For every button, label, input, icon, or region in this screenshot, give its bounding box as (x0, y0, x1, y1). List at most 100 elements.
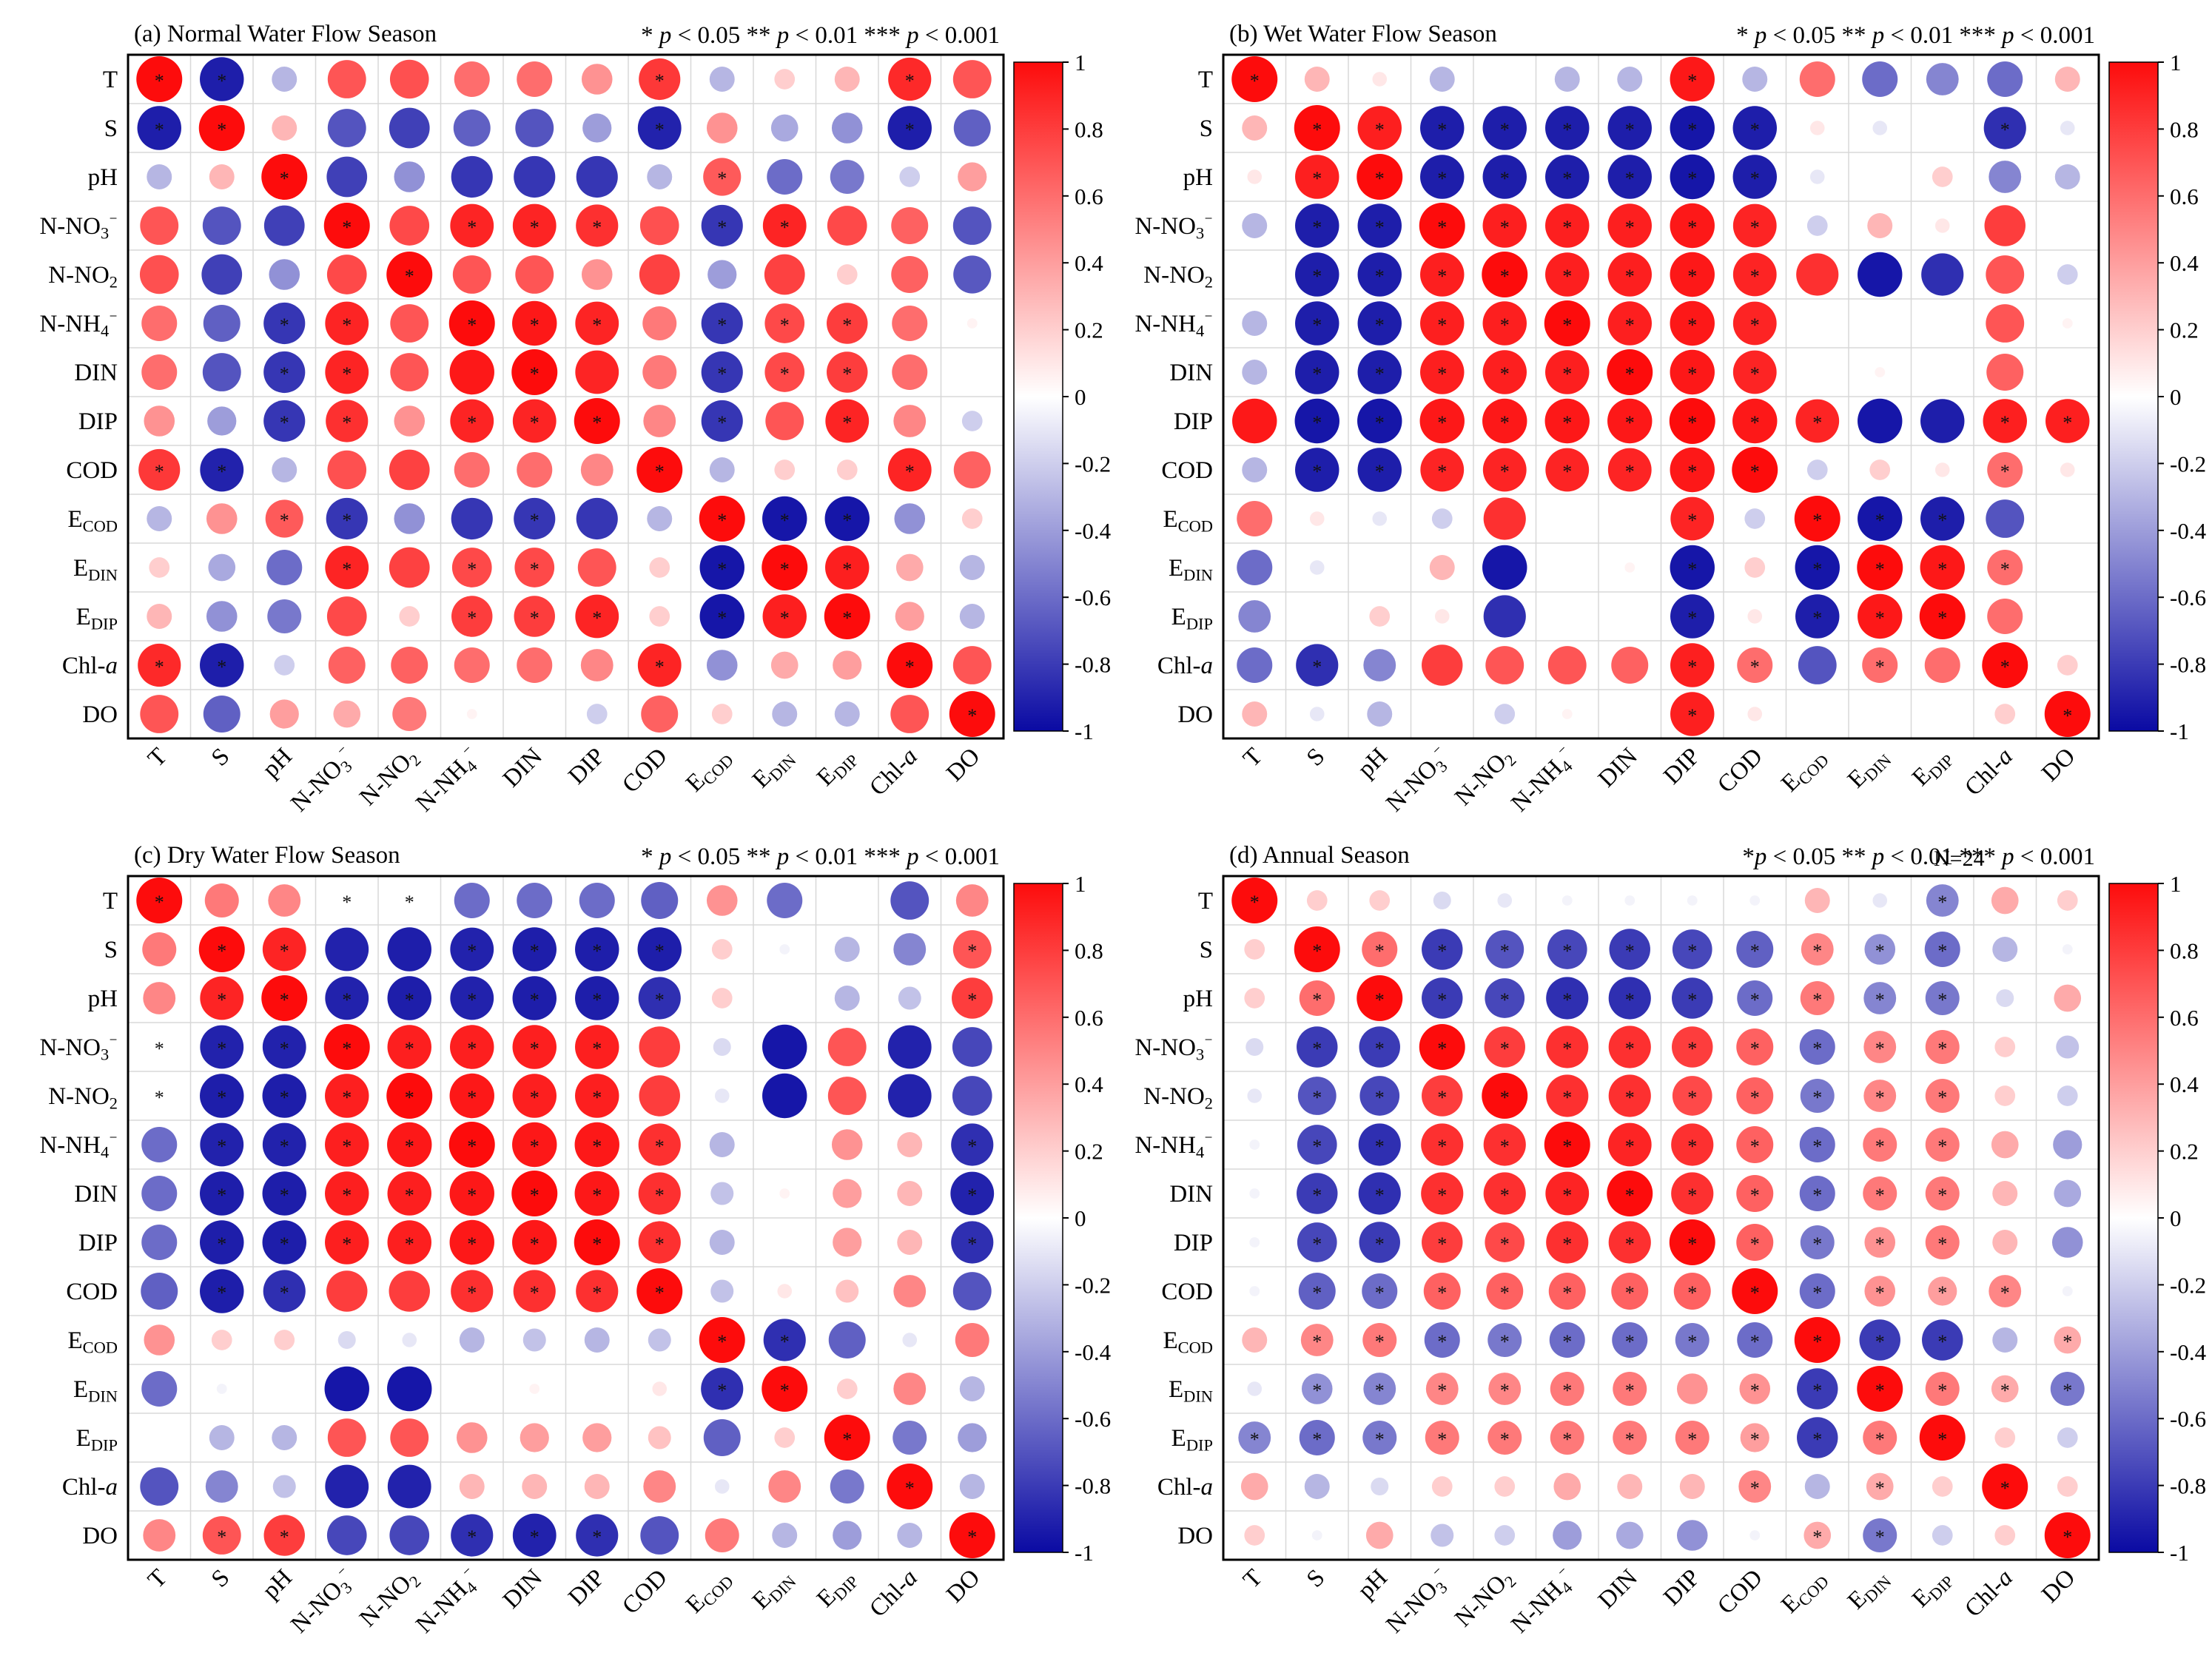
correlation-circle (2054, 164, 2080, 189)
correlation-circle (1737, 647, 1773, 684)
significance-marker: * (1750, 1331, 1760, 1353)
correlation-circle (1924, 931, 1960, 968)
panel-title: (b) Wet Water Flow Season (1229, 21, 1497, 47)
correlation-circle (1670, 56, 1715, 102)
correlation-circle (1799, 1126, 1835, 1163)
significance-marker: * (1812, 510, 1822, 531)
significance-marker: * (1875, 1282, 1885, 1304)
correlation-circle (768, 1470, 801, 1503)
correlation-circle (200, 643, 244, 687)
correlation-circle (1798, 646, 1837, 684)
correlation-circle (204, 883, 239, 918)
correlation-circle (1544, 1122, 1590, 1168)
correlation-circle (639, 1075, 680, 1117)
row-label: EDIP (76, 1425, 118, 1455)
correlation-circle (774, 459, 796, 480)
correlation-circle (1795, 399, 1840, 443)
significance-marker: * (1750, 119, 1760, 141)
correlation-circle (387, 927, 431, 972)
correlation-circle (703, 1419, 741, 1456)
colorbar-tick-label: 1 (2170, 50, 2182, 75)
significance-marker: * (842, 510, 852, 531)
row-label: EDIN (1169, 555, 1213, 585)
correlation-circle (141, 305, 178, 342)
significance-marker: * (1687, 510, 1697, 531)
correlation-circle (1747, 707, 1763, 721)
significance-marker: * (217, 119, 226, 141)
colorbar-tick-label: 0.2 (2170, 317, 2199, 343)
correlation-circle (1420, 350, 1465, 394)
correlation-circle (959, 555, 985, 580)
correlation-circle (1795, 545, 1840, 590)
significance-marker: * (780, 559, 790, 580)
significance-marker: * (1750, 940, 1760, 962)
significance-marker: * (467, 1087, 477, 1108)
correlation-circle (1554, 67, 1580, 92)
correlation-circle (327, 109, 366, 147)
significance-marker: * (655, 656, 665, 678)
correlation-circle (1863, 1518, 1897, 1552)
significance-marker: * (1437, 168, 1447, 189)
significance-marker: * (1625, 1136, 1635, 1157)
correlation-circle (387, 1171, 431, 1216)
correlation-circle (772, 1523, 798, 1548)
significance-marker: * (842, 1429, 852, 1450)
correlation-circle (1797, 1368, 1838, 1410)
correlation-circle (576, 204, 619, 247)
correlation-circle (394, 405, 426, 437)
column-label: DIN (498, 1564, 548, 1614)
correlation-circle (1919, 593, 1966, 639)
colorbar-tick-label: -0.8 (1075, 1473, 1111, 1499)
correlation-circle (1994, 1525, 2016, 1546)
correlation-circle (1919, 1415, 1966, 1461)
significance-marker: * (1625, 119, 1635, 141)
correlation-circle (1732, 106, 1777, 150)
correlation-circle (511, 1171, 558, 1216)
correlation-circle (272, 1425, 297, 1450)
significance-marker: * (1812, 1380, 1822, 1401)
significance-marker: * (405, 1233, 414, 1255)
significance-marker: * (1500, 1429, 1510, 1450)
correlation-circle (1242, 457, 1268, 482)
significance-marker: * (1937, 892, 1947, 913)
significance-marker: * (1437, 266, 1447, 287)
significance-marker: * (1812, 412, 1822, 434)
correlation-circle (327, 60, 366, 98)
correlation-circle (953, 255, 992, 294)
correlation-circle (834, 701, 860, 727)
column-label: T (143, 743, 172, 772)
significance-marker: * (217, 70, 226, 92)
correlation-circle (709, 67, 735, 92)
colorbar-tick-label: -0.2 (1075, 1272, 1111, 1298)
correlation-circle (1422, 644, 1463, 686)
correlation-circle (514, 497, 556, 540)
correlation-circle (512, 927, 557, 972)
correlation-circle (387, 1025, 431, 1069)
significance-marker: * (530, 1282, 539, 1304)
correlation-circle (1607, 155, 1652, 199)
correlation-circle (765, 402, 804, 440)
correlation-circle (451, 497, 493, 540)
correlation-circle (1482, 545, 1527, 590)
correlation-circle (830, 160, 864, 194)
correlation-circle (2062, 944, 2073, 954)
correlation-circle (143, 1519, 176, 1552)
correlation-circle (576, 1514, 619, 1557)
correlation-circle (639, 1026, 680, 1068)
significance-marker: * (655, 70, 665, 92)
significance-marker: * (1375, 1380, 1385, 1401)
colorbar-tick-label: -0.4 (1075, 518, 1112, 544)
colorbar (1013, 883, 1063, 1553)
row-label: DO (82, 1523, 118, 1549)
correlation-circle (1358, 1123, 1401, 1166)
significance-note: * p < 0.05 ** p < 0.01 *** p < 0.001 (641, 844, 1000, 870)
row-label: DIN (1169, 1181, 1213, 1208)
significance-marker: * (1312, 1282, 1322, 1304)
significance-marker: * (1687, 119, 1697, 141)
correlation-circle (325, 301, 369, 346)
correlation-circle (2057, 264, 2078, 285)
correlation-circle (261, 975, 308, 1021)
correlation-circle (1926, 63, 1959, 95)
column-label: Chl-a (864, 743, 923, 801)
significance-marker: * (1312, 266, 1322, 287)
